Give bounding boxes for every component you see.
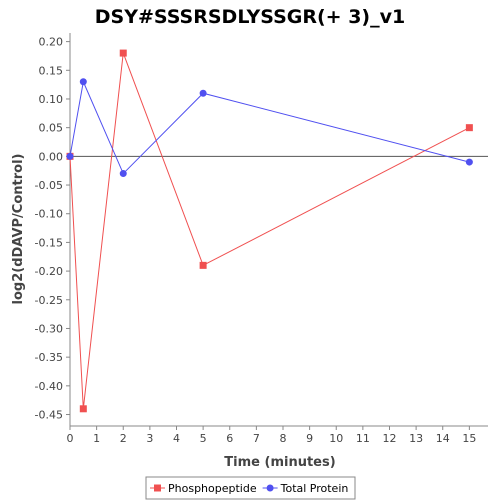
- y-tick-label: -0.10: [35, 208, 63, 221]
- x-axis: 0 1 2 3 4 5 6 7 8 9 10 11 12 13 14 15: [67, 425, 488, 445]
- y-tick-label: 0.05: [39, 122, 64, 135]
- x-axis-label: Time (minutes): [224, 455, 335, 470]
- legend: Phosphopeptide Total Protein: [150, 482, 348, 495]
- x-tick-label: 10: [329, 432, 343, 445]
- y-tick-label: 0.15: [39, 64, 64, 77]
- x-tick-label: 11: [356, 432, 370, 445]
- plot-area: [70, 33, 488, 426]
- phosphopeptide-point: [465, 124, 473, 132]
- total-protein-point: [79, 78, 87, 86]
- legend-box: [145, 476, 356, 500]
- x-tick-label: 15: [462, 432, 476, 445]
- legend-total-protein-label: Total Protein: [280, 482, 349, 495]
- x-tick-label: 13: [409, 432, 423, 445]
- total-protein-point: [119, 170, 127, 178]
- y-tick-label: 0.00: [39, 150, 64, 163]
- total-protein-point: [66, 152, 74, 160]
- total-protein-point: [465, 158, 473, 166]
- x-tick-label: 4: [173, 432, 180, 445]
- x-tick-label: 5: [200, 432, 207, 445]
- x-tick-label: 1: [93, 432, 100, 445]
- x-tick-label: 14: [436, 432, 450, 445]
- x-tick-label: 9: [306, 432, 313, 445]
- series-layer: [66, 49, 473, 413]
- y-tick-label: -0.25: [35, 294, 63, 307]
- legend-phosphopeptide-label: Phosphopeptide: [168, 482, 257, 495]
- y-tick-label: -0.05: [35, 179, 63, 192]
- x-tick-label: 8: [279, 432, 286, 445]
- x-tick-label: 3: [146, 432, 153, 445]
- y-tick-label: 0.10: [39, 93, 64, 106]
- x-tick-label: 12: [382, 432, 396, 445]
- y-axis: 0.20 0.15 0.10 0.05 0.00 -0.05 -0.10 -0.15 -0.20…: [35, 33, 71, 426]
- phosphopeptide-point: [119, 49, 127, 57]
- y-axis-label: log2(dDAVP/Control): [11, 154, 26, 305]
- y-tick-label: -0.40: [35, 380, 63, 393]
- phosphopeptide-point: [79, 405, 87, 413]
- legend-phosphopeptide-marker: [154, 484, 161, 492]
- x-tick-label: 2: [120, 432, 127, 445]
- y-tick-label: 0.20: [39, 36, 64, 49]
- phosphopeptide-point: [199, 261, 207, 269]
- legend-total-protein-marker: [266, 484, 274, 492]
- y-tick-label: -0.30: [35, 322, 63, 335]
- y-tick-label: -0.45: [35, 409, 63, 422]
- x-tick-label: 7: [253, 432, 260, 445]
- y-tick-label: -0.20: [35, 265, 63, 278]
- chart-title: DSY#SSSRSDLYSSGR(+ 3)_v1: [95, 6, 405, 28]
- y-tick-label: -0.15: [35, 236, 63, 249]
- x-tick-label: 0: [67, 432, 74, 445]
- total-protein-point: [199, 89, 207, 97]
- y-tick-label: -0.35: [35, 351, 63, 364]
- x-tick-label: 6: [226, 432, 233, 445]
